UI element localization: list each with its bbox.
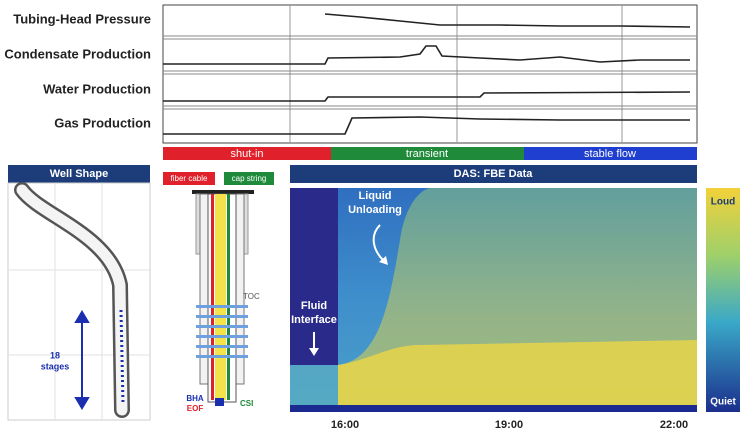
time-label: 19:00 — [495, 419, 523, 431]
wellbore-diagram: fiber cable cap string TOC BHA EOF CSI — [163, 172, 274, 413]
legend-box — [163, 172, 215, 185]
csi-label: CSI — [240, 399, 253, 408]
track-label: Tubing-Head Pressure — [13, 11, 151, 26]
wellhead — [192, 190, 254, 194]
loud-region — [338, 340, 697, 405]
panel-title: DAS: FBE Data — [454, 168, 534, 180]
cap-string — [227, 194, 230, 400]
stages — [119, 309, 125, 406]
stages-label: 18 — [50, 350, 60, 360]
track-label: Gas Production — [54, 115, 151, 130]
stage-arrow — [74, 310, 90, 410]
fiber-cable — [211, 194, 214, 400]
phase-segment — [163, 147, 331, 160]
perforations — [196, 305, 248, 358]
time-label: 16:00 — [331, 419, 359, 431]
tubing-bore — [215, 194, 226, 400]
annotation-arrow — [372, 224, 386, 263]
well-shape-panel: Well Shape 18 stages — [7, 165, 151, 421]
separators — [163, 35, 697, 110]
phase-label: transient — [406, 148, 448, 160]
annotation: Fluid — [301, 300, 327, 312]
bha — [215, 398, 224, 406]
das-panel: DAS: FBE Data Liquid Unloading Fluid Int… — [290, 165, 697, 431]
panel-header — [8, 165, 150, 183]
bha-label: BHA — [186, 394, 204, 403]
colorbar-label: Loud — [711, 197, 735, 208]
track-label: Condensate Production — [4, 46, 151, 61]
phase-segment — [331, 147, 524, 160]
annotation: Unloading — [348, 204, 402, 216]
traces — [163, 13, 691, 135]
phase-segment — [524, 147, 697, 160]
time-label: 22:00 — [660, 419, 688, 431]
colorbar: Loud Quiet — [706, 188, 740, 412]
bottom-band — [290, 405, 697, 412]
phase-label: shut-in — [230, 148, 263, 160]
panel-title: Well Shape — [50, 168, 108, 180]
fluid-column — [290, 365, 338, 405]
phase-bar: shut-in transient stable flow — [163, 147, 697, 160]
legend-label: fiber cable — [171, 174, 208, 183]
annotation-arrow — [379, 256, 388, 265]
panel-header — [290, 165, 697, 183]
annotation: Interface — [291, 314, 337, 326]
toc-label: TOC — [243, 292, 260, 301]
colorbar-label: Quiet — [710, 397, 736, 408]
legend-box — [224, 172, 274, 185]
top-panel: Tubing-Head Pressure Condensate Producti… — [4, 4, 698, 144]
annotation: Liquid — [359, 190, 392, 202]
phase-label: stable flow — [584, 148, 636, 160]
well-path-inner — [16, 184, 128, 416]
legend-label: cap string — [232, 174, 267, 183]
colorbar-gradient — [706, 188, 740, 412]
annotation-arrow — [309, 348, 319, 356]
track-label: Water Production — [43, 81, 151, 96]
stages-label: stages — [41, 361, 70, 371]
eof-label: EOF — [187, 404, 204, 413]
